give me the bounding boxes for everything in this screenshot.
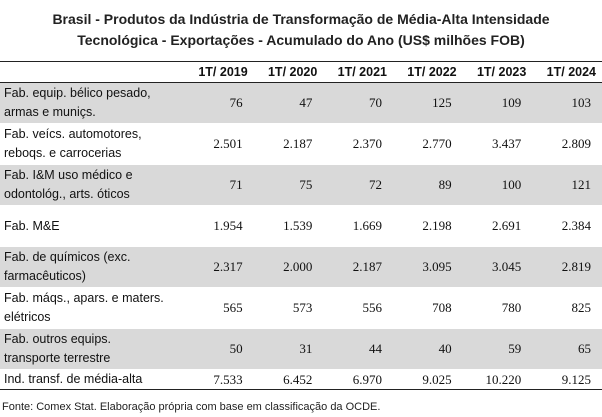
value-cell: 2.370	[323, 123, 393, 165]
row-label: Fab. de químicos (exc. farmacêuticos)	[0, 246, 185, 288]
total-value-cell: 7.533	[184, 369, 254, 390]
value-cell: 1.954	[184, 205, 254, 247]
row-label-line-2: reboqs. e carrocerias	[4, 146, 122, 160]
total-value-cell: 6.970	[323, 369, 393, 390]
header-row: 1T/ 2019 1T/ 2020 1T/ 2021 1T/ 2022 1T/ …	[0, 61, 602, 83]
table-header: 1T/ 2019 1T/ 2020 1T/ 2021 1T/ 2022 1T/ …	[0, 61, 602, 83]
value-cell: 3.045	[462, 246, 533, 288]
value-cell: 65	[532, 328, 602, 370]
column-header: 1T/ 2023	[462, 61, 533, 83]
row-label-line-1: Fab. outros equips.	[4, 332, 112, 346]
table-row: Fab. equip. bélico pesado, armas e muniçs…	[0, 82, 602, 124]
row-label: Fab. veícs. automotores, reboqs. e carroc…	[0, 123, 185, 165]
table-body: Fab. equip. bélico pesado, armas e muniçs…	[0, 82, 602, 390]
value-cell: 44	[323, 328, 393, 370]
value-cell: 109	[462, 82, 533, 124]
row-label-line-2: elétricos	[4, 310, 51, 324]
value-cell: 100	[462, 164, 533, 206]
value-cell: 2.819	[532, 246, 602, 288]
value-cell: 50	[184, 328, 254, 370]
value-cell: 3.437	[462, 123, 533, 165]
header-blank	[0, 61, 185, 83]
table-row: Fab. I&M uso médico e odontológ., arts. ó…	[0, 164, 602, 206]
row-label-line-2: transporte terrestre	[4, 351, 111, 365]
value-cell: 2.809	[532, 123, 602, 165]
value-cell: 2.770	[392, 123, 463, 165]
row-label: Fab. equip. bélico pesado, armas e muniçs…	[0, 82, 185, 124]
value-cell: 708	[392, 287, 463, 329]
value-cell: 125	[392, 82, 463, 124]
row-label: Fab. M&E	[0, 205, 185, 247]
row-label-line-1: Fab. I&M uso médico e	[4, 168, 133, 182]
column-header: 1T/ 2019	[184, 61, 254, 83]
row-label-line-1: Fab. máqs., apars. e maters.	[4, 291, 164, 305]
column-header: 1T/ 2024	[532, 61, 602, 83]
value-cell: 71	[184, 164, 254, 206]
total-value-cell: 6.452	[253, 369, 324, 390]
total-value-cell: 9.025	[392, 369, 463, 390]
value-cell: 825	[532, 287, 602, 329]
table-row: Fab. de químicos (exc. farmacêuticos) 2.31…	[0, 246, 602, 288]
value-cell: 2.198	[392, 205, 463, 247]
value-cell: 72	[323, 164, 393, 206]
value-cell: 70	[323, 82, 393, 124]
row-label-line-1: Fab. veícs. automotores,	[4, 127, 142, 141]
value-cell: 2.384	[532, 205, 602, 247]
title-line-1: Brasil - Produtos da Indústria de Transf…	[52, 11, 550, 27]
row-label-line-1: Fab. M&E	[4, 218, 60, 233]
value-cell: 2.501	[184, 123, 254, 165]
value-cell: 780	[462, 287, 533, 329]
row-label: Fab. máqs., apars. e maters. elétricos	[0, 287, 185, 329]
value-cell: 40	[392, 328, 463, 370]
value-cell: 89	[392, 164, 463, 206]
table-row: Fab. veícs. automotores, reboqs. e carroc…	[0, 123, 602, 165]
column-header: 1T/ 2021	[323, 61, 393, 83]
value-cell: 121	[532, 164, 602, 206]
source-note: Fonte: Comex Stat. Elaboração própria co…	[2, 401, 381, 413]
value-cell: 2.691	[462, 205, 533, 247]
table-title: Brasil - Produtos da Indústria de Transf…	[0, 9, 602, 51]
total-value-cell: 10.220	[462, 369, 533, 390]
row-label: Fab. I&M uso médico e odontológ., arts. ó…	[0, 164, 185, 206]
value-cell: 59	[462, 328, 533, 370]
value-cell: 2.187	[323, 246, 393, 288]
row-label-line-2: armas e muniçs.	[4, 105, 96, 119]
table-row: Fab. outros equips. transporte terrestre 5…	[0, 328, 602, 370]
value-cell: 565	[184, 287, 254, 329]
column-header: 1T/ 2020	[253, 61, 324, 83]
table-row: Fab. máqs., apars. e maters. elétricos 565…	[0, 287, 602, 329]
title-line-2: Tecnológica - Exportações - Acumulado do…	[77, 32, 525, 48]
value-cell: 2.000	[253, 246, 324, 288]
table-row: Fab. M&E 1.954 1.539 1.669 2.198 2.691 2.384	[0, 205, 602, 247]
value-cell: 103	[532, 82, 602, 124]
exports-table: 1T/ 2019 1T/ 2020 1T/ 2021 1T/ 2022 1T/ …	[0, 61, 602, 390]
row-label-line-1: Fab. de químicos (exc.	[4, 250, 131, 264]
row-label: Fab. outros equips. transporte terrestre	[0, 328, 185, 370]
total-row: Ind. transf. de média-alta 7.533 6.452 6.97…	[0, 369, 602, 390]
value-cell: 573	[253, 287, 324, 329]
row-label-line-2: odontológ., arts. óticos	[4, 187, 130, 201]
value-cell: 3.095	[392, 246, 463, 288]
value-cell: 75	[253, 164, 324, 206]
value-cell: 556	[323, 287, 393, 329]
value-cell: 31	[253, 328, 324, 370]
total-value-cell: 9.125	[532, 369, 602, 390]
value-cell: 2.187	[253, 123, 324, 165]
value-cell: 76	[184, 82, 254, 124]
value-cell: 2.317	[184, 246, 254, 288]
value-cell: 1.669	[323, 205, 393, 247]
value-cell: 47	[253, 82, 324, 124]
total-label: Ind. transf. de média-alta	[0, 369, 185, 390]
row-label-line-2: farmacêuticos)	[4, 269, 86, 283]
column-header: 1T/ 2022	[392, 61, 463, 83]
value-cell: 1.539	[253, 205, 324, 247]
row-label-line-1: Fab. equip. bélico pesado,	[4, 86, 151, 100]
